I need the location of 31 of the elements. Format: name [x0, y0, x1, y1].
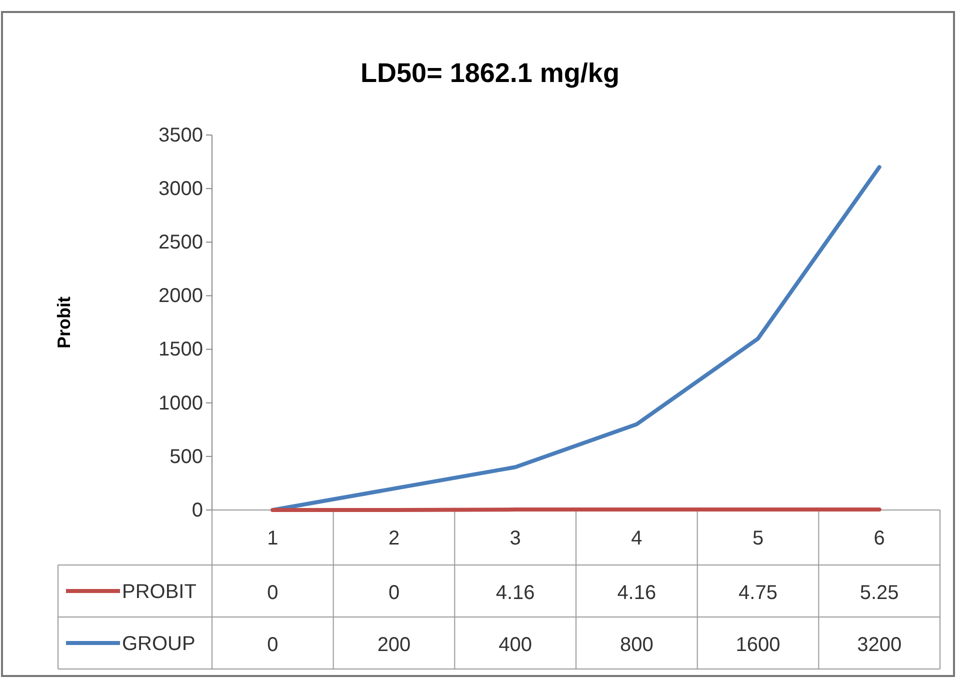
- data-label: 200: [377, 634, 411, 656]
- y-tick-label: 3500: [158, 124, 203, 146]
- y-tick-label: 1000: [158, 392, 203, 414]
- x-tick-label: 2: [388, 528, 400, 550]
- y-axis-title: Probit: [54, 296, 74, 348]
- y-tick-label: 3000: [158, 178, 203, 200]
- x-tick-label: 4: [631, 528, 642, 550]
- data-label: 1600: [736, 634, 780, 656]
- y-tick-label: 0: [192, 499, 203, 522]
- y-tick-label: 2500: [158, 232, 203, 254]
- y-tick-label: 500: [170, 446, 203, 468]
- x-tick-label: 5: [752, 528, 764, 550]
- data-label: 5.25: [860, 582, 899, 604]
- data-label: 800: [620, 634, 654, 656]
- legend-label: PROBIT: [122, 581, 196, 603]
- data-label: 4.16: [496, 582, 535, 604]
- data-label: 400: [498, 634, 532, 656]
- data-label: 4.75: [738, 582, 778, 604]
- legend-label: GROUP: [122, 633, 196, 655]
- data-label: 0: [388, 582, 400, 604]
- data-label: 0: [267, 634, 278, 656]
- x-tick-label: 3: [510, 528, 521, 550]
- line-series: [270, 165, 882, 512]
- data-label: 4.16: [617, 582, 656, 604]
- y-tick-label: 2000: [158, 285, 203, 308]
- data-label: 0: [267, 582, 278, 604]
- x-tick-label: 1: [267, 528, 278, 550]
- data-label: 3200: [857, 634, 902, 656]
- y-tick-label: 1500: [158, 338, 203, 361]
- x-tick-label: 6: [874, 528, 885, 550]
- chart-title: LD50= 1862.1 mg/kg: [360, 58, 620, 88]
